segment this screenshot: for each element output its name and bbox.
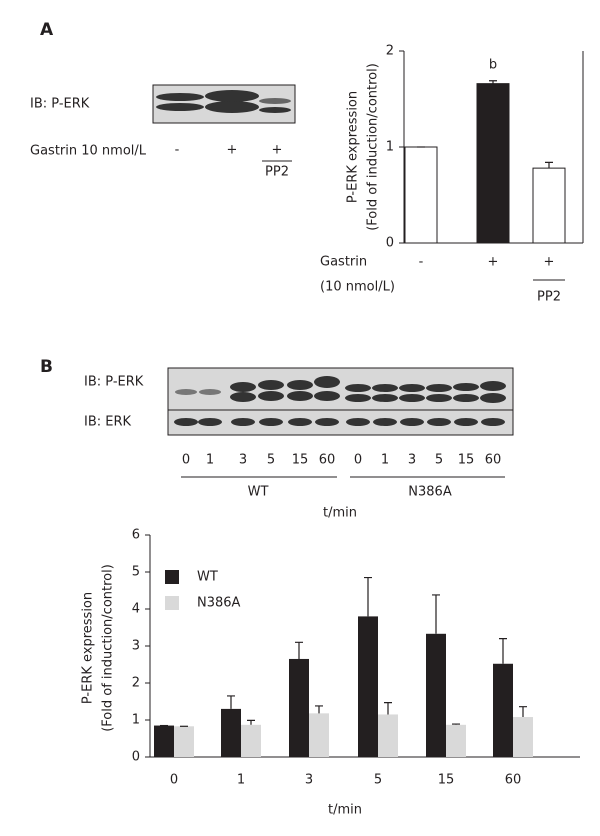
lane-label: 5 bbox=[267, 453, 275, 468]
lane-label: 1 bbox=[206, 453, 214, 468]
treatment-label: Gastrin 10 nmol/L bbox=[30, 144, 147, 159]
x-tick-label: - bbox=[419, 255, 424, 270]
legend-label: WT bbox=[197, 570, 218, 585]
y-tick-label: 5 bbox=[132, 565, 140, 580]
group-label: WT bbox=[248, 485, 269, 500]
lane-label: 60 bbox=[319, 453, 336, 468]
annotation: b bbox=[489, 57, 497, 72]
bar bbox=[174, 726, 194, 757]
bar bbox=[309, 713, 329, 757]
bar bbox=[241, 724, 261, 757]
error-bar bbox=[499, 638, 507, 664]
lane-label: + bbox=[272, 143, 283, 158]
lane-label: 15 bbox=[292, 453, 309, 468]
blot-bands bbox=[156, 90, 291, 113]
y-tick-label: 1 bbox=[132, 713, 140, 728]
panel-label: B bbox=[40, 357, 53, 377]
y-tick-label: 0 bbox=[132, 750, 140, 765]
blot-image bbox=[167, 409, 514, 436]
x-tick-label: 0 bbox=[170, 773, 178, 788]
error-bar bbox=[489, 80, 497, 84]
bar bbox=[404, 146, 438, 244]
error-bar bbox=[452, 723, 460, 725]
x-tick-label: + bbox=[488, 255, 499, 270]
lane-label: 15 bbox=[458, 453, 475, 468]
blot-row-label: IB: ERK bbox=[84, 415, 132, 430]
x-axis-label: t/min bbox=[328, 803, 362, 818]
y-tick-label: 2 bbox=[132, 676, 140, 691]
error-bar bbox=[519, 706, 527, 718]
bar bbox=[378, 714, 398, 757]
y-tick-label: 4 bbox=[132, 602, 140, 617]
legend-swatch bbox=[165, 570, 179, 584]
y-tick-label: 2 bbox=[386, 44, 394, 59]
blot-bands bbox=[174, 418, 505, 426]
error-bar bbox=[432, 594, 440, 634]
x-tick-label: 3 bbox=[305, 773, 313, 788]
bar bbox=[513, 717, 533, 757]
blot-bands bbox=[175, 376, 506, 403]
blot-row-label: IB: P-ERK bbox=[30, 97, 90, 112]
lane-label: 3 bbox=[408, 453, 416, 468]
error-bar bbox=[295, 641, 303, 659]
y-axis-label: (Fold of induction/control) bbox=[101, 564, 116, 732]
bar bbox=[289, 658, 309, 757]
axis-label: t/min bbox=[323, 506, 357, 521]
category-note: PP2 bbox=[537, 290, 561, 305]
y-axis-label: P-ERK expression bbox=[81, 592, 96, 704]
y-tick-label: 0 bbox=[386, 236, 394, 251]
bar bbox=[358, 616, 378, 757]
lane-label: 0 bbox=[182, 453, 190, 468]
error-bar bbox=[545, 161, 553, 169]
x-axis-label: (10 nmol/L) bbox=[320, 280, 395, 295]
y-axis-label: (Fold of induction/control) bbox=[366, 63, 381, 231]
lane-label: 5 bbox=[435, 453, 443, 468]
bar bbox=[154, 725, 174, 757]
error-bar bbox=[315, 705, 323, 714]
blot-row-label: IB: P-ERK bbox=[84, 375, 144, 390]
lane-label: 0 bbox=[354, 453, 362, 468]
y-tick-label: 6 bbox=[132, 528, 140, 543]
lane-note: PP2 bbox=[265, 165, 289, 180]
x-tick-label: 5 bbox=[374, 773, 382, 788]
lane-label: 3 bbox=[239, 453, 247, 468]
y-tick-label: 1 bbox=[386, 140, 394, 155]
legend-swatch bbox=[165, 596, 179, 610]
bar bbox=[426, 633, 446, 757]
x-tick-label: + bbox=[544, 255, 555, 270]
error-bar bbox=[247, 719, 255, 725]
bar bbox=[493, 663, 513, 757]
bar bbox=[476, 83, 510, 244]
x-tick-label: 15 bbox=[438, 773, 455, 788]
bar bbox=[446, 724, 466, 757]
panel-label: A bbox=[40, 20, 54, 40]
bar bbox=[221, 708, 241, 757]
legend-label: N386A bbox=[197, 596, 241, 611]
x-tick-label: 1 bbox=[237, 773, 245, 788]
y-tick-label: 3 bbox=[132, 639, 140, 654]
bar bbox=[532, 167, 566, 244]
error-bar bbox=[227, 695, 235, 709]
y-axis-label: P-ERK expression bbox=[346, 91, 361, 203]
lane-label: + bbox=[227, 143, 238, 158]
x-axis-label: Gastrin bbox=[320, 255, 367, 270]
lane-label: - bbox=[175, 143, 180, 158]
group-label: N386A bbox=[408, 485, 452, 500]
lane-label: 60 bbox=[485, 453, 502, 468]
lane-label: 1 bbox=[381, 453, 389, 468]
error-bar bbox=[364, 576, 372, 617]
error-bar bbox=[384, 702, 392, 715]
x-tick-label: 60 bbox=[505, 773, 522, 788]
